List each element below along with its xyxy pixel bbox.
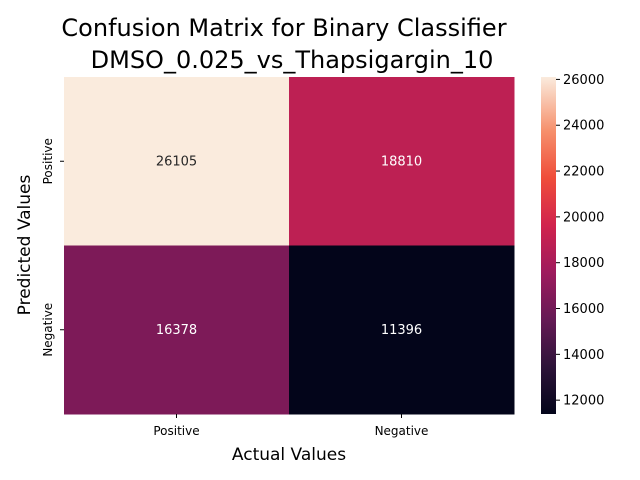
heatmap-cell	[289, 245, 515, 415]
heatmap-cells	[64, 77, 515, 415]
cell-value-label: 18810	[381, 154, 422, 169]
x-tick-label: Negative	[375, 424, 429, 438]
heatmap-cell	[64, 245, 290, 415]
colorbar-tick-label: 14000	[563, 348, 604, 363]
y-tick-label: Negative	[41, 303, 55, 357]
cell-value-label: 16378	[156, 323, 197, 338]
chart-title-line-1: Confusion Matrix for Binary Classifier	[61, 14, 506, 42]
x-tick-label: Positive	[153, 424, 199, 438]
cell-value-label: 11396	[381, 323, 422, 338]
x-axis-label: Actual Values	[232, 445, 346, 465]
cell-value-label: 26105	[156, 154, 197, 169]
x-tick-labels: Positive Negative	[153, 414, 428, 438]
chart-title-line-2: DMSO_0.025_vs_Thapsigargin_10	[91, 46, 494, 74]
y-tick-labels: Positive Negative	[41, 138, 64, 357]
y-axis-label: Predicted Values	[15, 174, 35, 315]
colorbar-tick-label: 26000	[563, 73, 604, 88]
colorbar-tick-label: 16000	[563, 302, 604, 317]
colorbar-tick-label: 12000	[563, 394, 604, 409]
colorbar-tick-label: 24000	[563, 119, 604, 134]
colorbar-tick-label: 18000	[563, 256, 604, 271]
heatmap-cell	[289, 77, 515, 246]
colorbar-tick-label: 22000	[563, 165, 604, 180]
heatmap-cell	[64, 77, 290, 246]
colorbar-tick-label: 20000	[563, 210, 604, 225]
y-tick-label: Positive	[41, 138, 55, 184]
heatmap-cell-labels: 26105 18810 16378 11396	[156, 154, 422, 338]
colorbar-ticks: 12000 14000 16000 18000 20000 22000 24000 26000	[556, 73, 604, 409]
colorbar	[541, 77, 556, 414]
